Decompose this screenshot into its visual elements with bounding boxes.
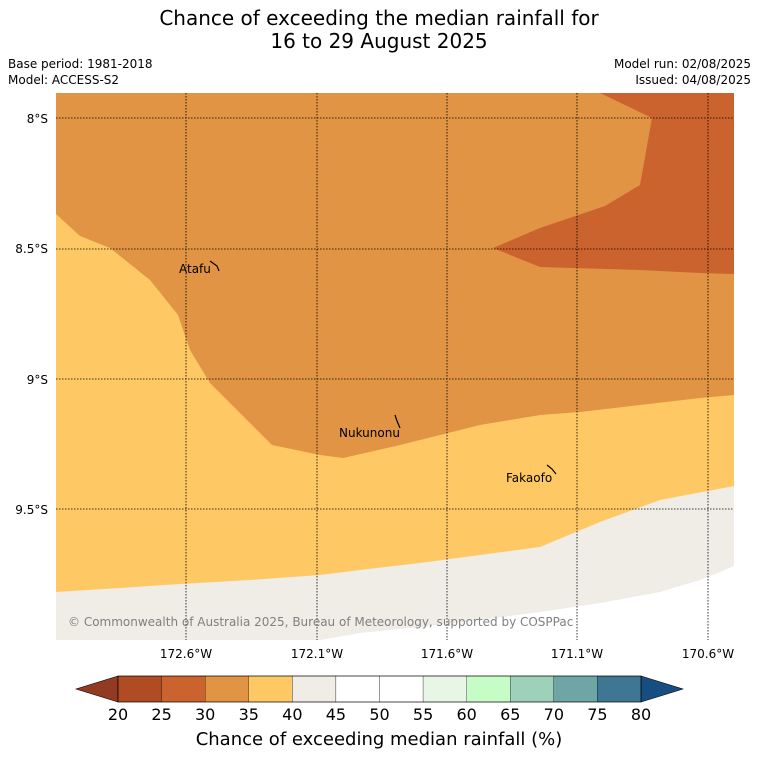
lon-label-2: 172.1°W xyxy=(291,647,343,661)
colorbar-segment xyxy=(248,675,293,703)
issued-label: Issued: 04/08/2025 xyxy=(635,73,751,87)
colorbar-segment xyxy=(205,675,249,703)
colorbar-tick-label: 60 xyxy=(456,705,476,724)
colorbar-segment xyxy=(597,675,642,703)
lat-label-1: 8°S xyxy=(27,112,48,126)
colorbar-segment xyxy=(510,675,554,703)
colorbar-tick-label: 75 xyxy=(587,705,607,724)
colorbar-segment xyxy=(422,675,467,703)
colorbar-tick-label: 35 xyxy=(239,705,259,724)
copyright-credit: © Commonwealth of Australia 2025, Bureau… xyxy=(68,615,573,629)
nukunonu-island xyxy=(394,414,401,429)
map-title-line2: 16 to 29 August 2025 xyxy=(270,29,488,53)
lat-label-4: 9.5°S xyxy=(15,503,48,517)
map-area xyxy=(56,93,734,640)
colorbar-segment xyxy=(335,675,380,703)
colorbar-tick-label: 25 xyxy=(151,705,171,724)
colorbar-outline xyxy=(117,675,642,703)
colorbar-segment xyxy=(117,675,162,703)
atafu-island xyxy=(209,260,220,272)
place-label-nukunonu: Nukunonu xyxy=(339,426,400,440)
colorbar-tick-label: 45 xyxy=(326,705,346,724)
colorbar: 20 25 30 35 40 45 50 55 60 65 70 75 80 xyxy=(74,675,685,724)
colorbar-segment xyxy=(292,675,337,703)
colorbar-segment xyxy=(161,675,206,703)
colorbar-tick-label: 80 xyxy=(631,705,651,724)
graticule xyxy=(56,93,734,640)
lat-label-3: 9°S xyxy=(27,373,48,387)
place-label-fakaofo: Fakaofo xyxy=(506,471,552,485)
place-label-atafu: Atafu xyxy=(179,262,211,276)
colorbar-extend-low xyxy=(74,675,119,703)
colorbar-tick-label: 30 xyxy=(195,705,215,724)
colorbar-segment xyxy=(379,675,424,703)
colorbar-tick-label: 40 xyxy=(282,705,302,724)
lon-label-5: 170.6°W xyxy=(682,647,734,661)
colorbar-segment xyxy=(553,675,598,703)
lon-label-3: 171.6°W xyxy=(421,647,473,661)
colorbar-tick-label: 50 xyxy=(369,705,389,724)
model-run-label: Model run: 02/08/2025 xyxy=(613,57,751,71)
base-period-label: Base period: 1981-2018 xyxy=(8,57,153,71)
zone-25-30 xyxy=(493,93,734,274)
colorbar-label: Chance of exceeding median rainfall (%) xyxy=(195,729,563,750)
colorbar-extend-high xyxy=(640,675,685,703)
colorbar-tick-label: 20 xyxy=(108,705,128,724)
colorbar-tick-label: 55 xyxy=(413,705,433,724)
colorbar-tick-label: 70 xyxy=(544,705,564,724)
lon-label-1: 172.6°W xyxy=(160,647,212,661)
islands xyxy=(209,260,557,475)
map-title-line1: Chance of exceeding the median rainfall … xyxy=(159,6,599,30)
zone-30-35 xyxy=(56,93,734,458)
colorbar-segment xyxy=(466,675,511,703)
lon-label-4: 171.1°W xyxy=(551,647,603,661)
colorbar-tick-label: 65 xyxy=(500,705,520,724)
model-label: Model: ACCESS-S2 xyxy=(8,73,120,87)
lat-label-2: 8.5°S xyxy=(15,242,48,256)
fakaofo-island xyxy=(546,464,557,475)
